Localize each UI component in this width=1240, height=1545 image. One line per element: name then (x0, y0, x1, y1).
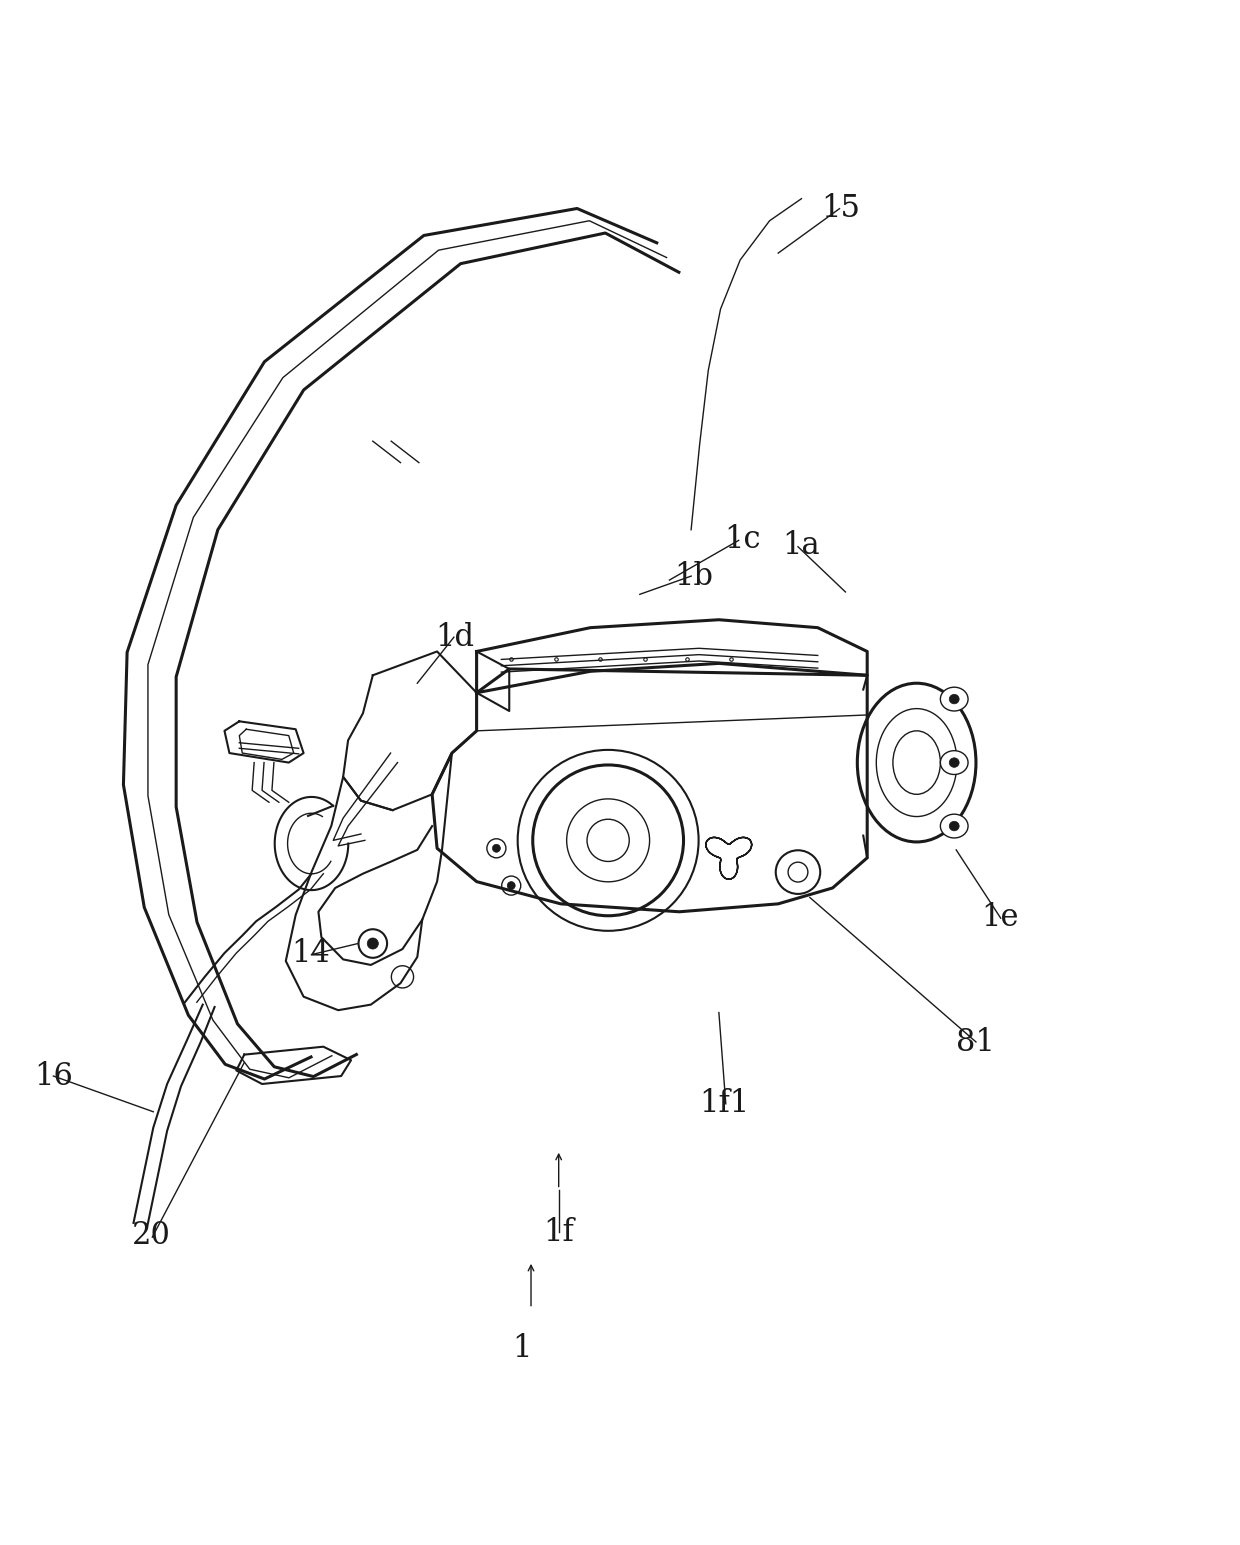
Text: 1d: 1d (435, 623, 474, 654)
Text: 1f: 1f (543, 1217, 574, 1248)
Text: 1c: 1c (724, 524, 761, 555)
Text: 15: 15 (821, 193, 861, 224)
Ellipse shape (950, 694, 960, 705)
Ellipse shape (857, 683, 976, 842)
Circle shape (507, 882, 515, 890)
Text: 14: 14 (291, 938, 330, 969)
Circle shape (367, 938, 378, 949)
Ellipse shape (950, 822, 960, 831)
Text: 81: 81 (956, 1027, 994, 1058)
Ellipse shape (950, 757, 960, 768)
Ellipse shape (940, 688, 968, 711)
Text: 16: 16 (33, 1061, 73, 1092)
Text: 1b: 1b (675, 561, 713, 592)
Text: 1a: 1a (782, 530, 821, 561)
Text: 1: 1 (512, 1333, 532, 1364)
Circle shape (492, 844, 501, 853)
Text: 1f1: 1f1 (699, 1088, 749, 1119)
Ellipse shape (940, 814, 968, 837)
Ellipse shape (940, 751, 968, 774)
Text: 1e: 1e (981, 902, 1019, 933)
Text: 20: 20 (133, 1221, 171, 1251)
Ellipse shape (776, 850, 820, 895)
